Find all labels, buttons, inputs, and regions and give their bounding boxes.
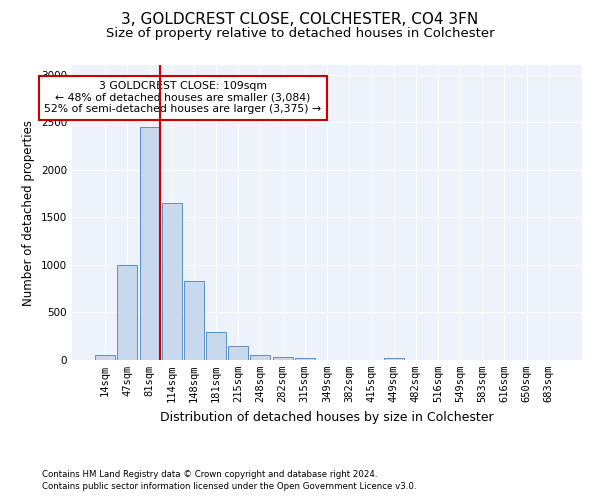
Text: Size of property relative to detached houses in Colchester: Size of property relative to detached ho… — [106, 28, 494, 40]
Bar — [250, 355, 271, 360]
Bar — [184, 281, 204, 360]
Text: 3 GOLDCREST CLOSE: 109sqm
← 48% of detached houses are smaller (3,084)
52% of se: 3 GOLDCREST CLOSE: 109sqm ← 48% of detac… — [44, 81, 322, 114]
X-axis label: Distribution of detached houses by size in Colchester: Distribution of detached houses by size … — [160, 410, 494, 424]
Text: 3, GOLDCREST CLOSE, COLCHESTER, CO4 3FN: 3, GOLDCREST CLOSE, COLCHESTER, CO4 3FN — [121, 12, 479, 28]
Bar — [140, 127, 160, 360]
Y-axis label: Number of detached properties: Number of detached properties — [22, 120, 35, 306]
Bar — [272, 356, 293, 360]
Text: Contains HM Land Registry data © Crown copyright and database right 2024.: Contains HM Land Registry data © Crown c… — [42, 470, 377, 479]
Bar — [95, 355, 115, 360]
Bar — [383, 358, 404, 360]
Bar — [162, 203, 182, 360]
Bar — [228, 346, 248, 360]
Bar — [295, 358, 315, 360]
Bar — [118, 265, 137, 360]
Bar — [206, 332, 226, 360]
Text: Contains public sector information licensed under the Open Government Licence v3: Contains public sector information licen… — [42, 482, 416, 491]
